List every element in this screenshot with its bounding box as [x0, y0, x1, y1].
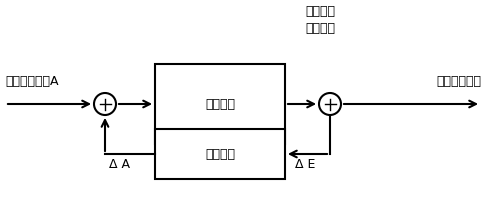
Bar: [155, 65, 285, 144]
Text: 天线系统: 天线系统: [205, 98, 235, 111]
Bar: [155, 129, 285, 179]
Text: Δ E: Δ E: [295, 157, 315, 170]
Text: 场强分布: 场强分布: [305, 22, 335, 35]
Text: 神经网络: 神经网络: [205, 148, 235, 161]
Text: 发射天线幅值A: 发射天线幅值A: [5, 75, 58, 88]
Text: 期望场强分布: 期望场强分布: [436, 75, 481, 88]
Circle shape: [94, 94, 116, 115]
Text: 接收天线: 接收天线: [305, 5, 335, 18]
Circle shape: [319, 94, 341, 115]
Text: Δ A: Δ A: [109, 157, 130, 170]
